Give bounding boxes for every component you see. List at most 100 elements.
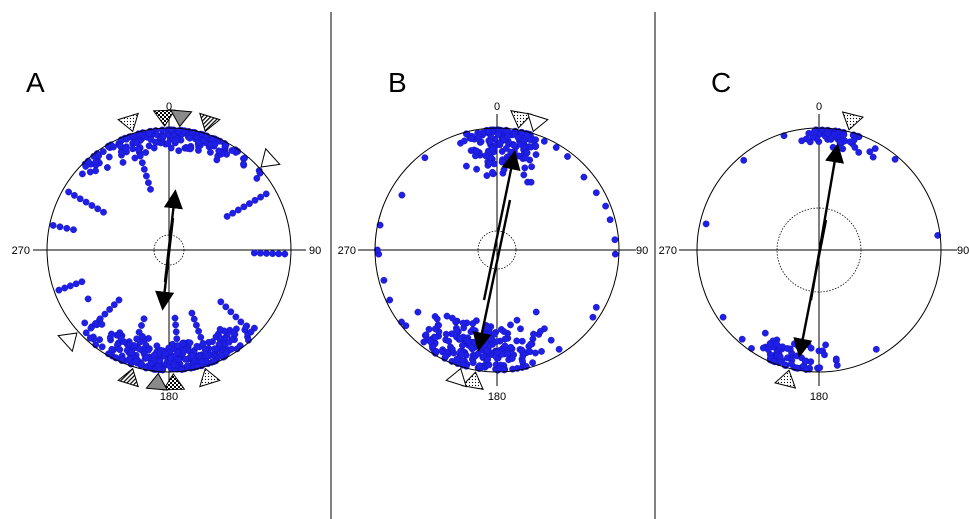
data-point xyxy=(398,318,405,326)
data-point xyxy=(519,358,526,365)
data-point xyxy=(532,136,539,144)
data-point xyxy=(807,344,815,352)
data-point xyxy=(186,134,194,142)
rim-marker-dotted xyxy=(510,110,533,129)
data-point xyxy=(65,188,73,196)
data-point xyxy=(846,138,854,146)
data-point xyxy=(63,224,71,232)
data-point xyxy=(435,321,442,329)
data-point xyxy=(611,250,619,258)
data-point xyxy=(431,333,439,341)
rim-marker-dotted xyxy=(773,369,797,389)
data-point xyxy=(138,360,146,368)
data-point xyxy=(78,278,86,286)
data-point xyxy=(98,343,106,351)
data-point xyxy=(458,342,466,349)
data-point xyxy=(469,320,477,327)
data-point xyxy=(132,139,140,147)
data-point xyxy=(738,335,746,343)
panel-a-frame-circle xyxy=(46,127,292,373)
data-point xyxy=(934,231,942,239)
data-point xyxy=(108,345,116,353)
rim-marker-hatched xyxy=(117,367,139,388)
data-point xyxy=(156,357,164,365)
data-point xyxy=(247,328,255,336)
data-point xyxy=(130,342,138,349)
data-point xyxy=(719,313,727,321)
rim-marker-open xyxy=(445,367,467,388)
data-point xyxy=(475,132,483,139)
panel-a-label-270: 270 xyxy=(12,245,30,257)
data-point xyxy=(761,329,769,337)
data-point xyxy=(135,345,143,353)
data-point xyxy=(421,154,429,162)
data-point xyxy=(183,362,191,370)
data-point xyxy=(222,303,230,311)
data-point xyxy=(81,319,89,327)
data-point xyxy=(798,137,806,145)
data-point xyxy=(128,348,136,356)
data-point xyxy=(263,249,270,257)
data-point xyxy=(110,301,118,309)
data-point xyxy=(275,250,283,258)
data-point xyxy=(483,347,491,354)
data-point xyxy=(161,350,169,358)
data-point xyxy=(552,144,560,151)
data-point xyxy=(225,338,233,346)
data-point xyxy=(518,346,526,354)
data-point xyxy=(527,340,534,348)
data-point xyxy=(92,158,100,166)
data-point xyxy=(216,334,224,342)
rim-marker-grey xyxy=(169,109,193,128)
data-point xyxy=(376,221,384,229)
data-point xyxy=(871,145,879,153)
data-point xyxy=(513,316,521,324)
data-point xyxy=(540,137,548,145)
data-point xyxy=(831,130,838,138)
panel-c-label-0: 0 xyxy=(816,101,822,113)
data-point xyxy=(740,156,748,164)
data-point xyxy=(205,338,213,346)
data-point xyxy=(787,360,795,368)
data-point xyxy=(117,334,125,342)
data-point xyxy=(373,246,381,254)
data-point xyxy=(528,163,535,171)
data-point xyxy=(484,356,492,363)
data-point xyxy=(462,162,470,170)
data-point xyxy=(96,336,104,343)
data-point xyxy=(206,148,214,156)
panel-c-mean-arrow-reverse xyxy=(793,219,828,358)
data-point xyxy=(86,168,94,176)
data-point xyxy=(230,329,237,337)
data-point xyxy=(460,137,468,145)
data-point xyxy=(125,355,133,363)
data-point xyxy=(211,345,219,353)
data-point xyxy=(56,223,64,231)
data-point xyxy=(171,137,179,144)
data-point xyxy=(193,342,201,350)
data-point xyxy=(87,324,95,332)
data-point xyxy=(402,322,410,330)
rim-marker-open xyxy=(57,332,78,353)
data-point xyxy=(457,351,465,359)
data-point xyxy=(801,357,809,365)
data-point xyxy=(192,321,200,329)
data-point xyxy=(240,203,248,211)
data-point xyxy=(518,337,526,345)
data-point xyxy=(816,364,824,372)
data-point xyxy=(173,342,181,349)
data-point xyxy=(507,321,514,329)
data-point xyxy=(433,315,441,323)
data-point xyxy=(473,165,480,173)
data-point xyxy=(443,312,451,320)
data-point xyxy=(167,354,175,362)
panel-a: A 0 90 180 270 xyxy=(12,67,322,403)
data-point xyxy=(262,190,270,198)
panel-c-reference-circle xyxy=(776,207,862,293)
panel-b-label-90: 90 xyxy=(636,245,648,257)
data-point xyxy=(96,315,104,323)
data-point xyxy=(517,325,524,333)
data-point xyxy=(467,135,475,143)
data-point xyxy=(869,153,877,161)
data-point xyxy=(105,153,113,161)
